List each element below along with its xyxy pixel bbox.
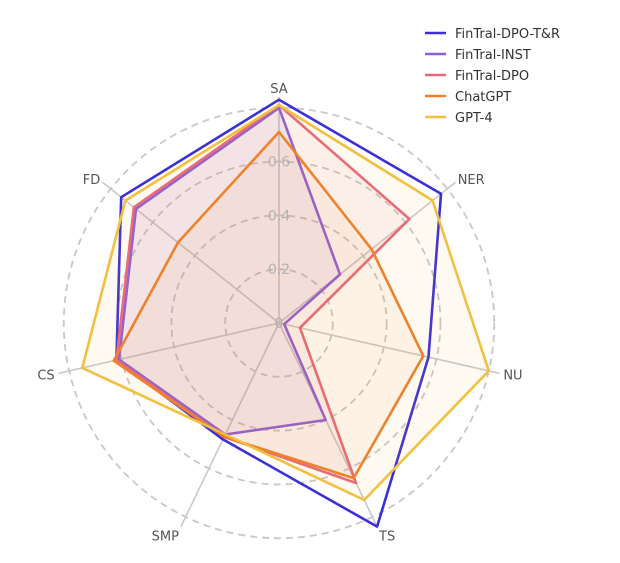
legend-label: GPT-4 [455,111,493,126]
tick-label: 0 [275,316,284,332]
spoke-ts [278,322,378,527]
axis-label-nu: NU [503,368,522,383]
axis-label-ner: NER [458,173,485,188]
radar-spokes [58,97,500,527]
radial-tick-labels: 0 0.2 0.4 0.6 [268,155,290,332]
axis-label-sa: SA [270,82,287,97]
tick-label: 0.2 [268,262,290,278]
series-fintral-dpo [115,103,411,485]
spoke-fd [101,181,280,324]
axis-label-ts: TS [378,530,395,545]
legend-label: ChatGPT [455,90,511,105]
axis-label-fd: FD [83,173,101,188]
legend: FinTral-DPO-T&R FinTral-INST FinTral-DPO Ch… [425,27,560,126]
legend-label: FinTral-INST [455,48,531,63]
spoke-nu [278,322,500,375]
series-fintral-inst [117,106,342,436]
tick-label: 0.6 [268,155,290,171]
radar-series [81,98,491,528]
tick-label: 0.4 [268,208,290,224]
axis-label-cs: CS [37,368,54,383]
spoke-cs [58,322,280,375]
axis-label-smp: SMP [152,530,179,545]
legend-label: FinTral-DPO [455,69,529,84]
spoke-smp [180,322,280,527]
series-gpt-4 [81,103,491,502]
series-chatgpt [112,130,425,480]
axis-labels: SA NER NU TS SMP CS FD [37,82,522,545]
legend-label: FinTral-DPO-T&R [455,27,560,42]
spoke-ner [278,181,457,324]
